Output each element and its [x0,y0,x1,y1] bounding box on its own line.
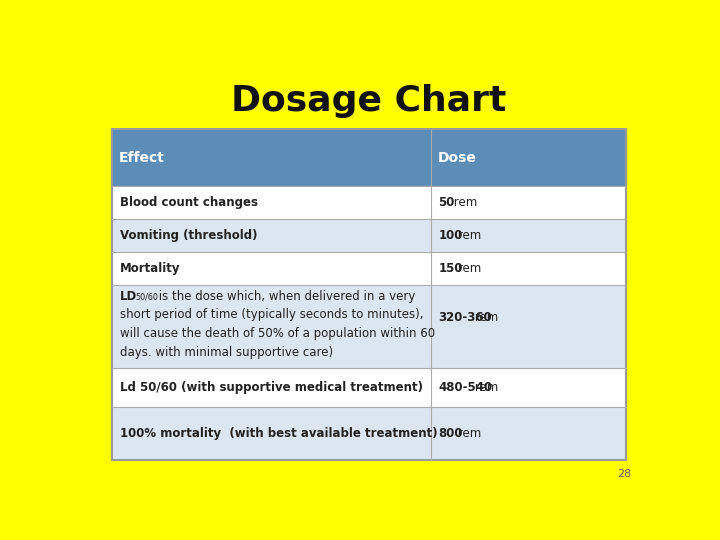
Text: will cause the death of 50% of a population within 60: will cause the death of 50% of a populat… [120,327,436,340]
Text: 150: 150 [438,262,463,275]
Text: Ld 50/60 (with supportive medical treatment): Ld 50/60 (with supportive medical treatm… [120,381,423,394]
Text: Dose: Dose [437,151,476,165]
Text: 28: 28 [617,469,631,478]
Text: Vomiting (threshold): Vomiting (threshold) [120,229,258,242]
Bar [112,186,431,219]
Bar [431,252,626,285]
Text: rem: rem [454,229,482,242]
Text: 320-360: 320-360 [438,312,492,325]
Bar [112,219,431,252]
Text: short period of time (typically seconds to minutes),: short period of time (typically seconds … [120,308,423,321]
Text: is the dose which, when delivered in a very: is the dose which, when delivered in a v… [156,289,415,302]
Text: 480-540: 480-540 [438,381,492,394]
Text: 50/60: 50/60 [135,293,158,301]
Text: 800: 800 [438,427,463,440]
Text: LD: LD [120,289,138,302]
Text: 100: 100 [438,229,463,242]
Bar [431,368,626,407]
Text: days. with minimal supportive care): days. with minimal supportive care) [120,346,333,359]
Bar [431,219,626,252]
Text: rem: rem [471,381,498,394]
Text: 100% mortality  (with best available treatment): 100% mortality (with best available trea… [120,427,438,440]
Text: rem: rem [471,312,498,325]
Bar [112,252,431,285]
Text: rem: rem [450,196,477,209]
Bar [431,186,626,219]
Text: rem: rem [454,262,482,275]
Text: 50: 50 [438,196,455,209]
Text: rem: rem [454,427,482,440]
Text: Mortality: Mortality [120,262,181,275]
Text: Effect: Effect [119,151,165,165]
Bar [112,368,431,407]
Text: Blood count changes: Blood count changes [120,196,258,209]
Text: Dosage Chart: Dosage Chart [231,84,507,118]
